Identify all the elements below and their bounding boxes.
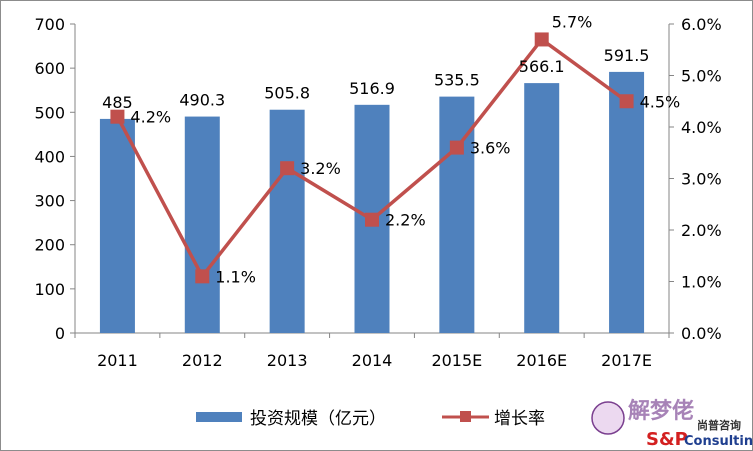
bar xyxy=(269,109,305,333)
watermark-text-3: S&P xyxy=(646,429,688,450)
y-tick-label: 300 xyxy=(34,192,65,211)
x-tick-label: 2014 xyxy=(352,351,393,370)
bars xyxy=(99,71,645,334)
bar xyxy=(439,96,475,334)
y-tick-label: 100 xyxy=(34,280,65,299)
bar-value-label: 566.1 xyxy=(519,57,565,76)
y-tick-label: 400 xyxy=(34,147,65,166)
watermark-text-2: 尚普咨询 xyxy=(697,418,741,432)
y-tick-label: 0 xyxy=(55,324,65,343)
growth-marker xyxy=(534,32,549,47)
bar-value-label: 516.9 xyxy=(349,79,395,98)
watermark: 解梦佬 尚普咨询 S&P Consulting xyxy=(591,398,753,450)
data-labels: 485 490.3 505.8 516.9 535.5 566.1 591.5 4.2% 1.1… xyxy=(102,12,680,286)
y-tick-label: 700 xyxy=(34,15,65,34)
growth-value-label: 4.5% xyxy=(640,92,681,111)
x-tick-label: 2012 xyxy=(182,351,223,370)
growth-marker xyxy=(280,161,295,176)
y2-tick-label: 3.0% xyxy=(681,170,722,189)
growth-marker xyxy=(619,94,634,109)
x-tick-label: 2016E xyxy=(516,351,567,370)
watermark-text-4: Consulting xyxy=(684,434,753,449)
growth-value-label: 4.2% xyxy=(130,108,171,127)
y-tick-label: 200 xyxy=(34,236,65,255)
growth-value-label: 2.2% xyxy=(385,211,426,230)
x-tick-label: 2015E xyxy=(431,351,482,370)
legend-label-bar: 投资规模（亿元） xyxy=(250,409,386,429)
y-tick-label: 600 xyxy=(34,59,65,78)
growth-marker xyxy=(195,269,210,284)
watermark-logo-icon xyxy=(591,401,625,435)
axes: 0 100 200 300 400 500 600 700 0.0% 1.0% 2.0% 3.0% 4.… xyxy=(34,15,721,370)
growth-value-label: 1.1% xyxy=(215,267,256,286)
bar xyxy=(609,71,645,334)
y2-tick-label: 6.0% xyxy=(681,15,722,34)
growth-value-label: 3.2% xyxy=(300,159,341,178)
legend-label-line: 增长率 xyxy=(494,409,545,429)
growth-line xyxy=(110,32,634,284)
growth-value-label: 3.6% xyxy=(470,139,511,158)
x-tick-label: 2013 xyxy=(267,351,308,370)
growth-value-label: 5.7% xyxy=(552,12,593,31)
bar-value-label: 591.5 xyxy=(604,46,650,65)
growth-marker xyxy=(365,212,379,227)
y2-tick-label: 5.0% xyxy=(681,67,722,86)
bar-value-label: 505.8 xyxy=(264,84,310,103)
y2-tick-label: 1.0% xyxy=(681,273,722,292)
watermark-text-1: 解梦佬 xyxy=(628,398,694,424)
bar-value-label: 485 xyxy=(102,93,133,112)
legend-swatch-marker xyxy=(460,411,471,422)
x-tick-label: 2011 xyxy=(97,351,138,370)
growth-marker xyxy=(110,109,125,124)
legend-swatch-bar xyxy=(196,412,242,422)
y2-tick-label: 4.0% xyxy=(681,118,722,137)
bar-value-label: 490.3 xyxy=(179,91,225,110)
bar xyxy=(524,83,560,333)
x-tick-label: 2017E xyxy=(601,351,652,370)
y-tick-label: 500 xyxy=(34,103,65,122)
bar-value-label: 535.5 xyxy=(434,71,480,90)
bar xyxy=(184,116,220,334)
y2-tick-label: 0.0% xyxy=(681,324,722,343)
y2-tick-label: 2.0% xyxy=(681,221,722,240)
bar xyxy=(99,118,135,334)
growth-marker xyxy=(449,140,464,155)
legend: 投资规模（亿元） 增长率 xyxy=(196,409,545,429)
